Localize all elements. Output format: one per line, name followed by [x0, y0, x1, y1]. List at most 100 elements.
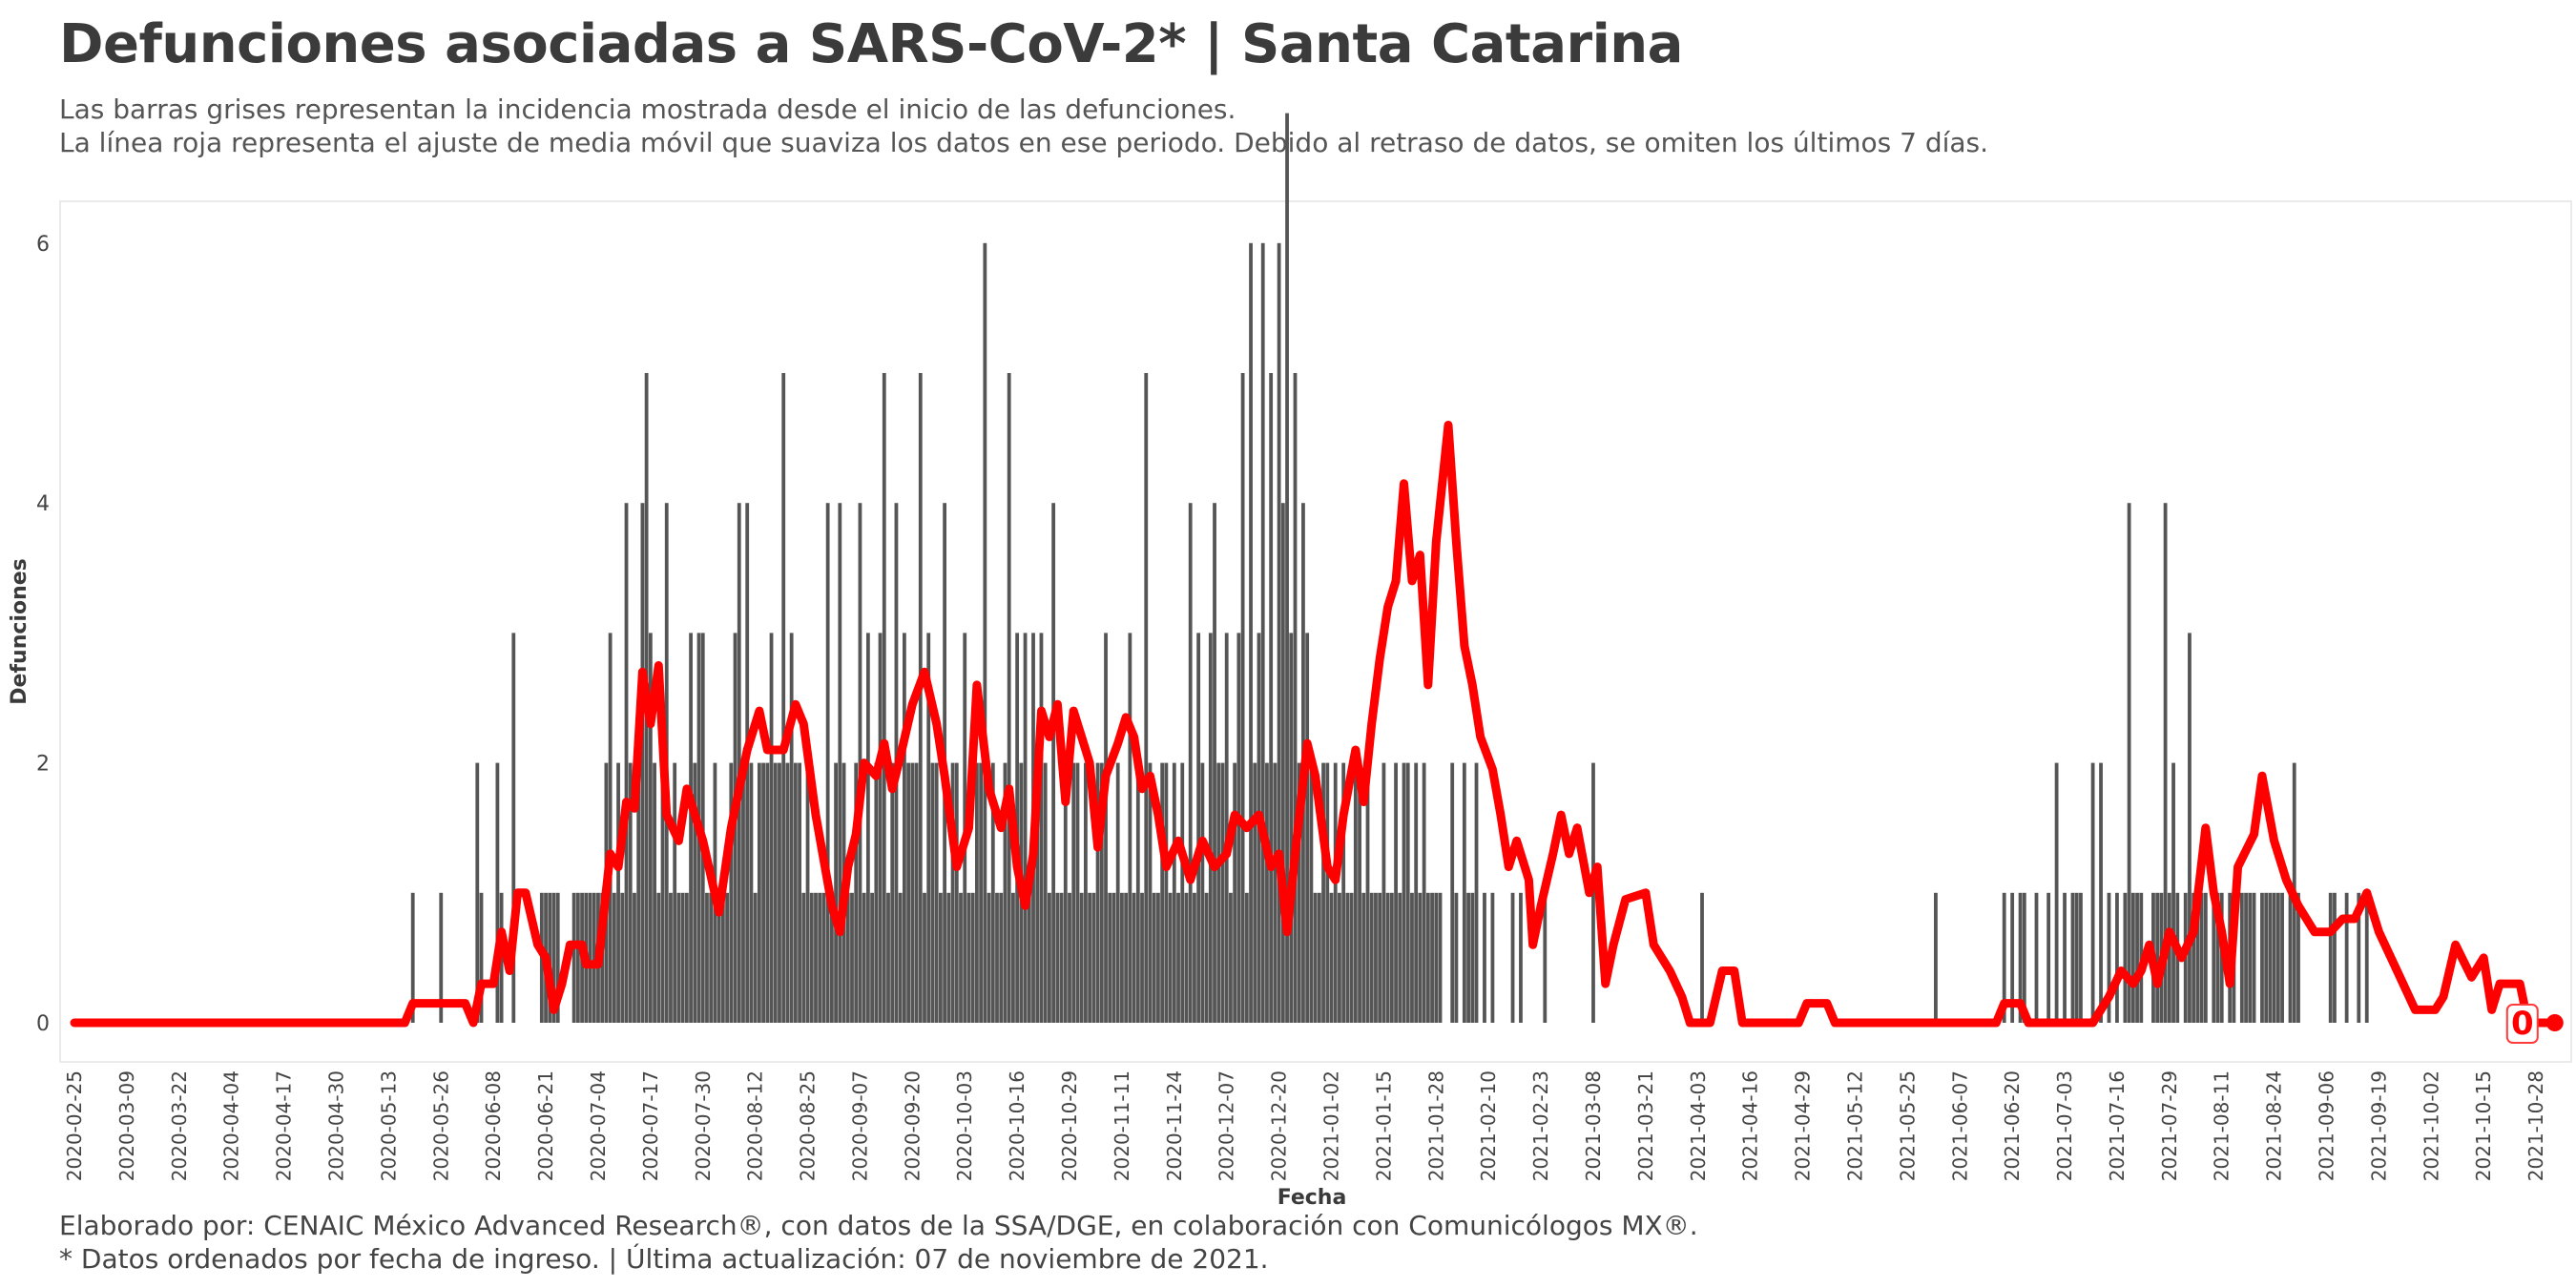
bar — [2288, 892, 2293, 1023]
bar — [1176, 892, 1180, 1023]
bar — [588, 892, 592, 1023]
bar — [1269, 373, 1274, 1023]
bar — [1233, 762, 1237, 1023]
bar — [1422, 762, 1426, 1023]
bar — [1293, 373, 1298, 1023]
x-tick-label: 2020-12-07 — [1215, 1070, 1238, 1181]
bar — [673, 762, 677, 1023]
bar — [1349, 892, 1354, 1023]
bar — [898, 892, 903, 1023]
x-tick-label: 2021-04-16 — [1739, 1070, 1762, 1181]
y-tick-label: 6 — [36, 233, 50, 257]
bar — [575, 892, 580, 1023]
bar — [1418, 892, 1423, 1023]
bar — [2248, 892, 2253, 1023]
bar — [1353, 762, 1358, 1023]
bar — [814, 892, 818, 1023]
bar — [749, 762, 754, 1023]
bar — [1051, 503, 1056, 1023]
bar — [1184, 892, 1189, 1023]
bar — [2333, 892, 2337, 1023]
bar — [656, 892, 661, 1023]
bar — [633, 892, 636, 1023]
bar — [2054, 762, 2059, 1023]
bar — [1075, 762, 1080, 1023]
bar — [1213, 503, 1216, 1023]
bar — [979, 762, 984, 1023]
bar — [1410, 892, 1414, 1023]
bar — [805, 762, 810, 1023]
bar — [2010, 892, 2015, 1023]
bar — [1289, 633, 1294, 1023]
bar — [1088, 892, 1092, 1023]
bar — [2079, 892, 2083, 1023]
bar — [829, 892, 834, 1023]
bar — [1068, 892, 1071, 1023]
x-tick-label: 2020-05-13 — [377, 1070, 400, 1181]
bar — [1120, 892, 1124, 1023]
moving-average-line — [70, 421, 2553, 1028]
bar — [2115, 892, 2119, 1023]
x-tick-label: 2021-03-08 — [1582, 1070, 1605, 1181]
bar — [959, 892, 963, 1023]
y-tick-label: 0 — [36, 1012, 50, 1036]
bar — [2192, 892, 2196, 1023]
bar — [1369, 892, 1374, 1023]
bar — [1108, 892, 1112, 1023]
bar — [653, 762, 656, 1023]
bar — [987, 892, 991, 1023]
bar — [475, 762, 480, 1023]
bar — [1135, 762, 1140, 1023]
bar — [1164, 762, 1169, 1023]
x-tick-label: 2020-03-22 — [168, 1070, 191, 1181]
x-tick-label: 2021-09-19 — [2367, 1070, 2390, 1181]
end-value-label-box — [2505, 1004, 2539, 1044]
bar — [990, 762, 995, 1023]
bar — [850, 892, 854, 1023]
bar — [878, 633, 883, 1023]
y-axis-ticks: 0 2 4 6 — [36, 233, 50, 1036]
bar — [1398, 892, 1402, 1023]
x-tick-label: 2020-02-25 — [63, 1070, 86, 1181]
bar — [2280, 892, 2284, 1023]
bar — [1378, 892, 1382, 1023]
bar — [680, 892, 685, 1023]
bar — [2328, 892, 2333, 1023]
bar — [2155, 892, 2160, 1023]
bar — [676, 892, 681, 1023]
bar — [761, 762, 765, 1023]
bar — [1474, 762, 1479, 1023]
bar — [2070, 892, 2075, 1023]
bar — [705, 892, 709, 1023]
bar — [2188, 633, 2192, 1023]
bar — [918, 373, 923, 1023]
bar — [2357, 892, 2361, 1023]
bar — [1003, 762, 1008, 1023]
bar — [874, 762, 879, 1023]
bar — [2107, 892, 2111, 1023]
bar — [825, 503, 830, 1023]
bar — [620, 892, 625, 1023]
bar — [1321, 762, 1325, 1023]
bar — [1543, 892, 1548, 1023]
x-tick-label: 2020-07-30 — [692, 1070, 715, 1181]
bar — [2074, 892, 2079, 1023]
bar — [1144, 373, 1149, 1023]
bar — [1180, 762, 1185, 1023]
bar — [906, 762, 911, 1023]
bar — [1099, 762, 1104, 1023]
bar — [923, 892, 926, 1023]
bar — [926, 633, 931, 1023]
bar — [1200, 762, 1205, 1023]
bar — [1043, 762, 1048, 1023]
end-point-dot — [2545, 1014, 2564, 1031]
bar — [636, 762, 641, 1023]
bar — [2212, 892, 2216, 1023]
bar — [1240, 373, 1245, 1023]
bar — [1039, 633, 1044, 1023]
bar — [2127, 503, 2131, 1023]
bar — [1204, 892, 1209, 1023]
bar — [2275, 892, 2280, 1023]
bar — [785, 762, 790, 1023]
bar — [1035, 762, 1040, 1023]
